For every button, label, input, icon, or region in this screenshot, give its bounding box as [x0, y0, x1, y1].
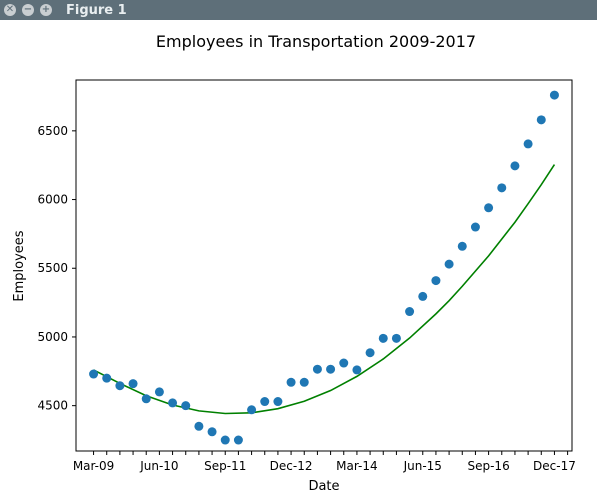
minimize-icon[interactable]: −: [22, 4, 34, 16]
data-point: [405, 307, 415, 317]
data-point: [326, 364, 336, 374]
chart-figure: Employees in Transportation 2009-2017 Da…: [0, 20, 597, 497]
close-icon[interactable]: ✕: [4, 4, 16, 16]
data-point: [365, 348, 375, 358]
data-point: [89, 369, 99, 379]
window-titlebar: ✕ − + Figure 1: [0, 0, 597, 20]
y-tick-label: 5000: [37, 330, 68, 344]
x-tick-label: Dec-17: [533, 459, 576, 473]
x-axis-label: Date: [308, 479, 339, 494]
data-point: [484, 203, 494, 213]
data-point: [128, 379, 138, 389]
data-point: [247, 405, 257, 415]
plot-frame: [75, 79, 573, 452]
x-tick-label: Jun-15: [403, 459, 442, 473]
y-tick-label: 6500: [37, 124, 68, 138]
data-point: [312, 364, 322, 374]
x-tick-label: Jun-10: [139, 459, 178, 473]
data-point: [260, 397, 270, 407]
data-point: [444, 259, 454, 269]
x-tick-label: Sep-16: [467, 459, 509, 473]
x-tick-label: Mar-09: [73, 459, 114, 473]
data-point: [154, 387, 164, 397]
y-tick-label: 6000: [37, 193, 68, 207]
data-point: [352, 365, 362, 375]
data-point: [391, 333, 401, 343]
data-point: [168, 398, 178, 408]
data-point: [510, 161, 520, 171]
data-point: [299, 377, 309, 387]
data-point: [207, 427, 217, 437]
fit-line: [93, 164, 556, 415]
figure-background: [0, 20, 597, 497]
chart-title: Employees in Transportation 2009-2017: [156, 32, 476, 51]
data-point: [286, 377, 296, 387]
x-tick-label: Dec-12: [270, 459, 313, 473]
y-tick-label: 5500: [37, 261, 68, 275]
data-point: [470, 222, 480, 232]
window-title: Figure 1: [66, 2, 127, 18]
data-point: [233, 435, 243, 445]
x-tick-label: Mar-14: [336, 459, 377, 473]
data-point: [273, 397, 283, 407]
data-point: [523, 139, 533, 149]
maximize-icon[interactable]: +: [40, 4, 52, 16]
y-axis-label: Employees: [12, 230, 27, 301]
data-point: [497, 183, 507, 193]
data-point: [536, 115, 546, 125]
data-point: [431, 276, 441, 286]
y-tick-label: 4500: [37, 399, 68, 413]
plot-area: 4500 5000 5500 6000 6500 Mar-09 Jun-10 Sep-11 De…: [37, 79, 576, 473]
data-point: [115, 381, 125, 391]
data-point: [457, 241, 467, 251]
data-point: [339, 358, 349, 368]
x-tick-label: Sep-11: [204, 459, 246, 473]
data-point: [418, 291, 428, 301]
data-point: [378, 333, 388, 343]
data-point: [220, 435, 230, 445]
data-point: [141, 394, 151, 404]
data-point: [102, 373, 112, 383]
data-point: [194, 421, 204, 431]
data-point: [549, 90, 559, 100]
data-point: [181, 401, 191, 411]
